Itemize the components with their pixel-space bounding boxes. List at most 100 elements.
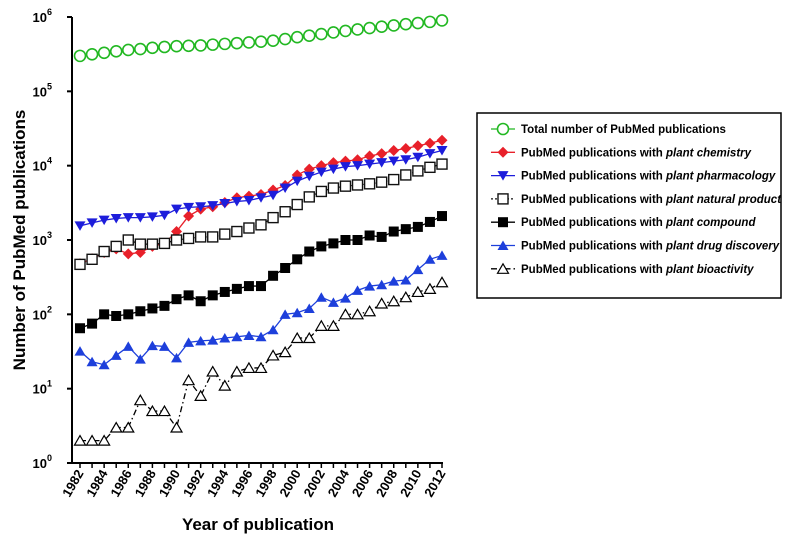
data-point <box>145 404 159 417</box>
data-point <box>109 45 123 58</box>
data-point <box>170 234 183 246</box>
data-point <box>363 21 376 35</box>
series-layer <box>73 14 449 446</box>
data-point <box>267 324 279 335</box>
legend-label: Total number of PubMed publications <box>521 124 726 136</box>
data-point <box>411 16 425 30</box>
data-point <box>351 23 364 36</box>
legend-marker <box>498 217 508 228</box>
data-point <box>327 164 339 175</box>
data-point <box>424 216 435 227</box>
x-tick-label: 1988 <box>132 467 159 500</box>
data-point <box>424 161 436 174</box>
data-point <box>351 179 364 191</box>
data-point <box>424 137 436 149</box>
y-tick-label: 106 <box>33 7 52 25</box>
legend-label: PubMed publications with plant drug disc… <box>521 241 780 253</box>
data-point <box>111 310 122 321</box>
data-point <box>279 206 291 218</box>
data-point <box>231 196 243 207</box>
x-tick-label: 1990 <box>156 467 183 500</box>
data-point <box>147 303 158 314</box>
data-point <box>73 434 87 446</box>
data-point <box>328 238 339 249</box>
data-point <box>327 297 339 307</box>
data-point <box>73 49 87 63</box>
data-point <box>291 198 303 211</box>
series-line <box>79 215 443 329</box>
data-point <box>254 361 268 374</box>
y-axis-title: Number of PubMed publications <box>10 110 29 371</box>
data-point <box>266 34 280 47</box>
data-point <box>134 354 146 364</box>
data-point <box>171 226 183 238</box>
data-point <box>86 356 98 367</box>
data-point <box>231 225 243 238</box>
data-point <box>98 215 110 226</box>
data-point <box>170 39 183 53</box>
legend-entry: PubMed publications with plant chemistry <box>491 146 752 159</box>
y-tick-label: 101 <box>33 379 52 397</box>
legend-entry: PubMed publications with plant natural p… <box>491 193 782 206</box>
x-tick-label: 2010 <box>397 467 424 500</box>
data-point <box>231 331 243 342</box>
x-tick-label: 2008 <box>373 467 400 500</box>
data-point <box>302 29 316 43</box>
data-point <box>194 389 208 401</box>
data-point <box>376 148 388 160</box>
data-point <box>314 319 328 331</box>
data-point <box>207 290 218 301</box>
data-point <box>303 171 315 182</box>
data-point <box>327 26 340 39</box>
data-point <box>304 246 315 257</box>
data-point <box>340 235 351 245</box>
data-point <box>158 341 170 351</box>
data-point <box>122 341 134 351</box>
data-point <box>207 231 219 243</box>
data-point <box>291 176 303 187</box>
data-point <box>183 290 194 301</box>
legend-label: PubMed publications with plant natural p… <box>521 194 782 206</box>
data-point <box>183 202 195 213</box>
x-tick-label: 2006 <box>349 467 376 500</box>
legend-label: PubMed publications with plant bioactivi… <box>521 264 754 276</box>
y-tick-label: 105 <box>33 81 52 99</box>
data-point <box>364 230 375 241</box>
data-point <box>135 306 146 317</box>
legend-entry: PubMed publications with plant pharmacol… <box>491 171 776 183</box>
data-point <box>195 335 207 346</box>
legend: Total number of PubMed publications PubMe… <box>476 112 782 299</box>
legend-box <box>476 112 782 299</box>
data-point <box>206 38 220 51</box>
data-point <box>255 193 267 203</box>
data-point <box>267 190 279 201</box>
data-point <box>387 19 401 32</box>
data-point <box>206 365 220 377</box>
data-point <box>339 162 351 172</box>
y-tick-label: 102 <box>33 304 52 322</box>
data-point <box>110 350 122 360</box>
series-line <box>79 149 443 227</box>
data-point <box>437 211 447 222</box>
y-tick-label: 104 <box>33 156 52 174</box>
data-point <box>255 331 267 342</box>
legend-marker <box>497 193 509 205</box>
data-point <box>87 318 98 329</box>
data-point <box>376 231 387 242</box>
data-point <box>327 182 340 194</box>
legend-entry: PubMed publications with plant drug disc… <box>491 240 780 253</box>
series-4 <box>74 158 448 271</box>
y-tick-label: 100 <box>33 453 52 471</box>
data-point <box>169 421 184 433</box>
data-point <box>243 281 254 292</box>
data-point <box>279 309 291 319</box>
data-point <box>182 39 195 53</box>
data-point <box>194 39 207 52</box>
data-point <box>436 134 448 146</box>
data-point <box>316 241 327 252</box>
data-point <box>411 285 425 298</box>
series-7 <box>73 276 449 446</box>
data-point <box>218 37 232 51</box>
y-tick-label: 103 <box>33 230 52 248</box>
data-point <box>339 293 351 303</box>
